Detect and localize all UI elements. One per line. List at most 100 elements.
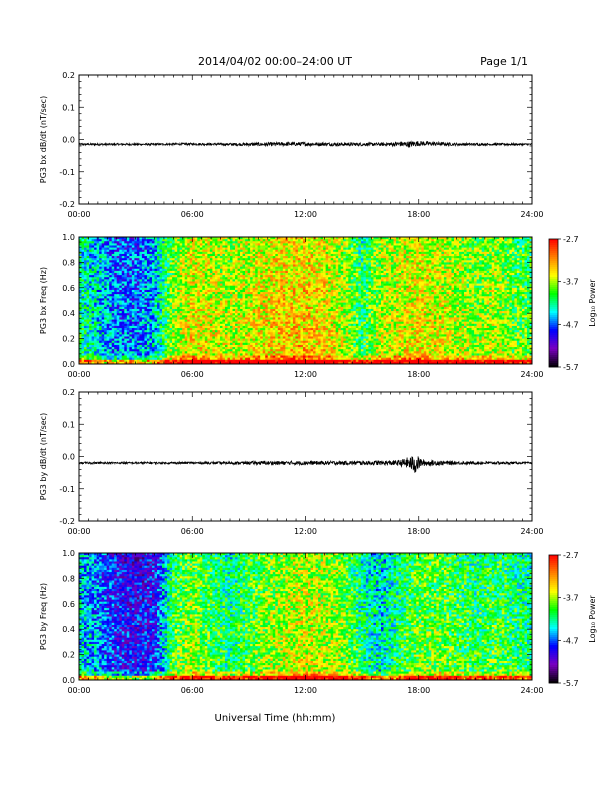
heatmap-cell [119,357,123,361]
heatmap-cell [235,272,238,276]
heatmap-cell [252,319,256,322]
heatmap-cell [202,283,206,286]
heatmap-cell [157,342,160,346]
heatmap-cell [86,311,90,314]
heatmap-cell [89,283,92,286]
heatmap-cell [199,272,203,276]
heatmap-cell [149,277,153,280]
heatmap-cell [267,317,271,320]
heatmap-cell [154,285,158,289]
heatmap-cell [222,330,226,333]
heatmap-cell [94,281,97,284]
heatmap-cell [162,277,165,280]
heatmap-cell [126,351,130,354]
heatmap-cell [222,262,226,265]
heatmap-cell [126,251,130,255]
heatmap-cell [159,277,163,280]
heatmap-cell [275,340,279,344]
heatmap-cell [260,258,264,261]
heatmap-cell [260,321,264,325]
heatmap-cell [146,351,150,354]
heatmap-cell [151,262,155,265]
heatmap-cell [247,249,251,253]
heatmap-cell [232,241,236,244]
heatmap-cell [272,349,276,352]
heatmap-cell [86,349,90,352]
heatmap-cell [255,275,258,278]
heatmap-cell [159,247,163,250]
heatmap-cell [227,279,231,282]
heatmap-cell [169,313,173,316]
heatmap-cell [129,330,133,333]
heatmap-cell [257,268,261,272]
heatmap-cell [119,298,123,301]
heatmap-cell [194,361,198,365]
heatmap-cell [134,262,138,265]
heatmap-cell [159,306,163,310]
heatmap-cell [86,296,90,299]
heatmap-cell [96,342,100,346]
heatmap-cell [101,315,105,318]
heatmap-cell [182,239,185,242]
heatmap-cell [119,300,123,303]
heatmap-cell [114,283,118,286]
heatmap-cell [189,260,193,263]
heatmap-cell [134,296,138,299]
heatmap-cell [106,349,110,352]
heatmap-cell [106,296,110,299]
heatmap-cell [172,241,175,244]
heatmap-cell [272,355,276,358]
heatmap-cell [177,272,180,276]
heatmap-cell [167,262,170,265]
heatmap-cell [91,351,95,354]
heatmap-cell [119,243,123,246]
heatmap-cell [136,304,140,308]
heatmap-cell [169,251,173,255]
heatmap-cell [109,258,113,261]
heatmap-cell [119,338,123,342]
heatmap-cell [121,302,125,306]
heatmap-cell [187,256,191,259]
heatmap-cell [280,319,284,322]
heatmap-cell [94,311,97,314]
heatmap-cell [250,268,253,272]
heatmap-cell [136,336,140,339]
heatmap-cell [151,328,155,331]
heatmap-cell [109,270,113,274]
heatmap-cell [275,353,279,356]
heatmap-cell [114,258,118,261]
heatmap-cell [179,298,183,301]
heatmap-cell [189,336,193,339]
heatmap-cell [149,361,153,365]
heatmap-cell [174,328,178,331]
heatmap-cell [126,340,130,344]
heatmap-cell [182,300,185,303]
heatmap-cell [194,315,198,318]
heatmap-cell [104,308,107,312]
heatmap-cell [275,237,279,240]
heatmap-cell [275,292,279,295]
heatmap-cell [134,287,138,291]
heatmap-cell [275,349,279,352]
heatmap-cell [240,355,243,358]
heatmap-cell [179,308,183,312]
heatmap-cell [109,315,113,318]
heatmap-cell [99,241,102,244]
heatmap-cell [252,247,256,250]
heatmap-cell [109,338,113,342]
heatmap-cell [149,251,153,255]
heatmap-cell [255,272,258,276]
heatmap-cell [199,243,203,246]
heatmap-cell [111,315,115,318]
heatmap-cell [162,334,165,337]
heatmap-cell [124,245,128,248]
heatmap-cell [260,353,264,356]
heatmap-cell [146,325,150,329]
heatmap-cell [151,268,155,272]
heatmap-cell [177,243,180,246]
heatmap-cell [219,247,223,250]
heatmap-cell [136,361,140,365]
heatmap-cell [252,353,256,356]
heatmap-cell [79,247,82,250]
heatmap-cell [131,279,135,282]
